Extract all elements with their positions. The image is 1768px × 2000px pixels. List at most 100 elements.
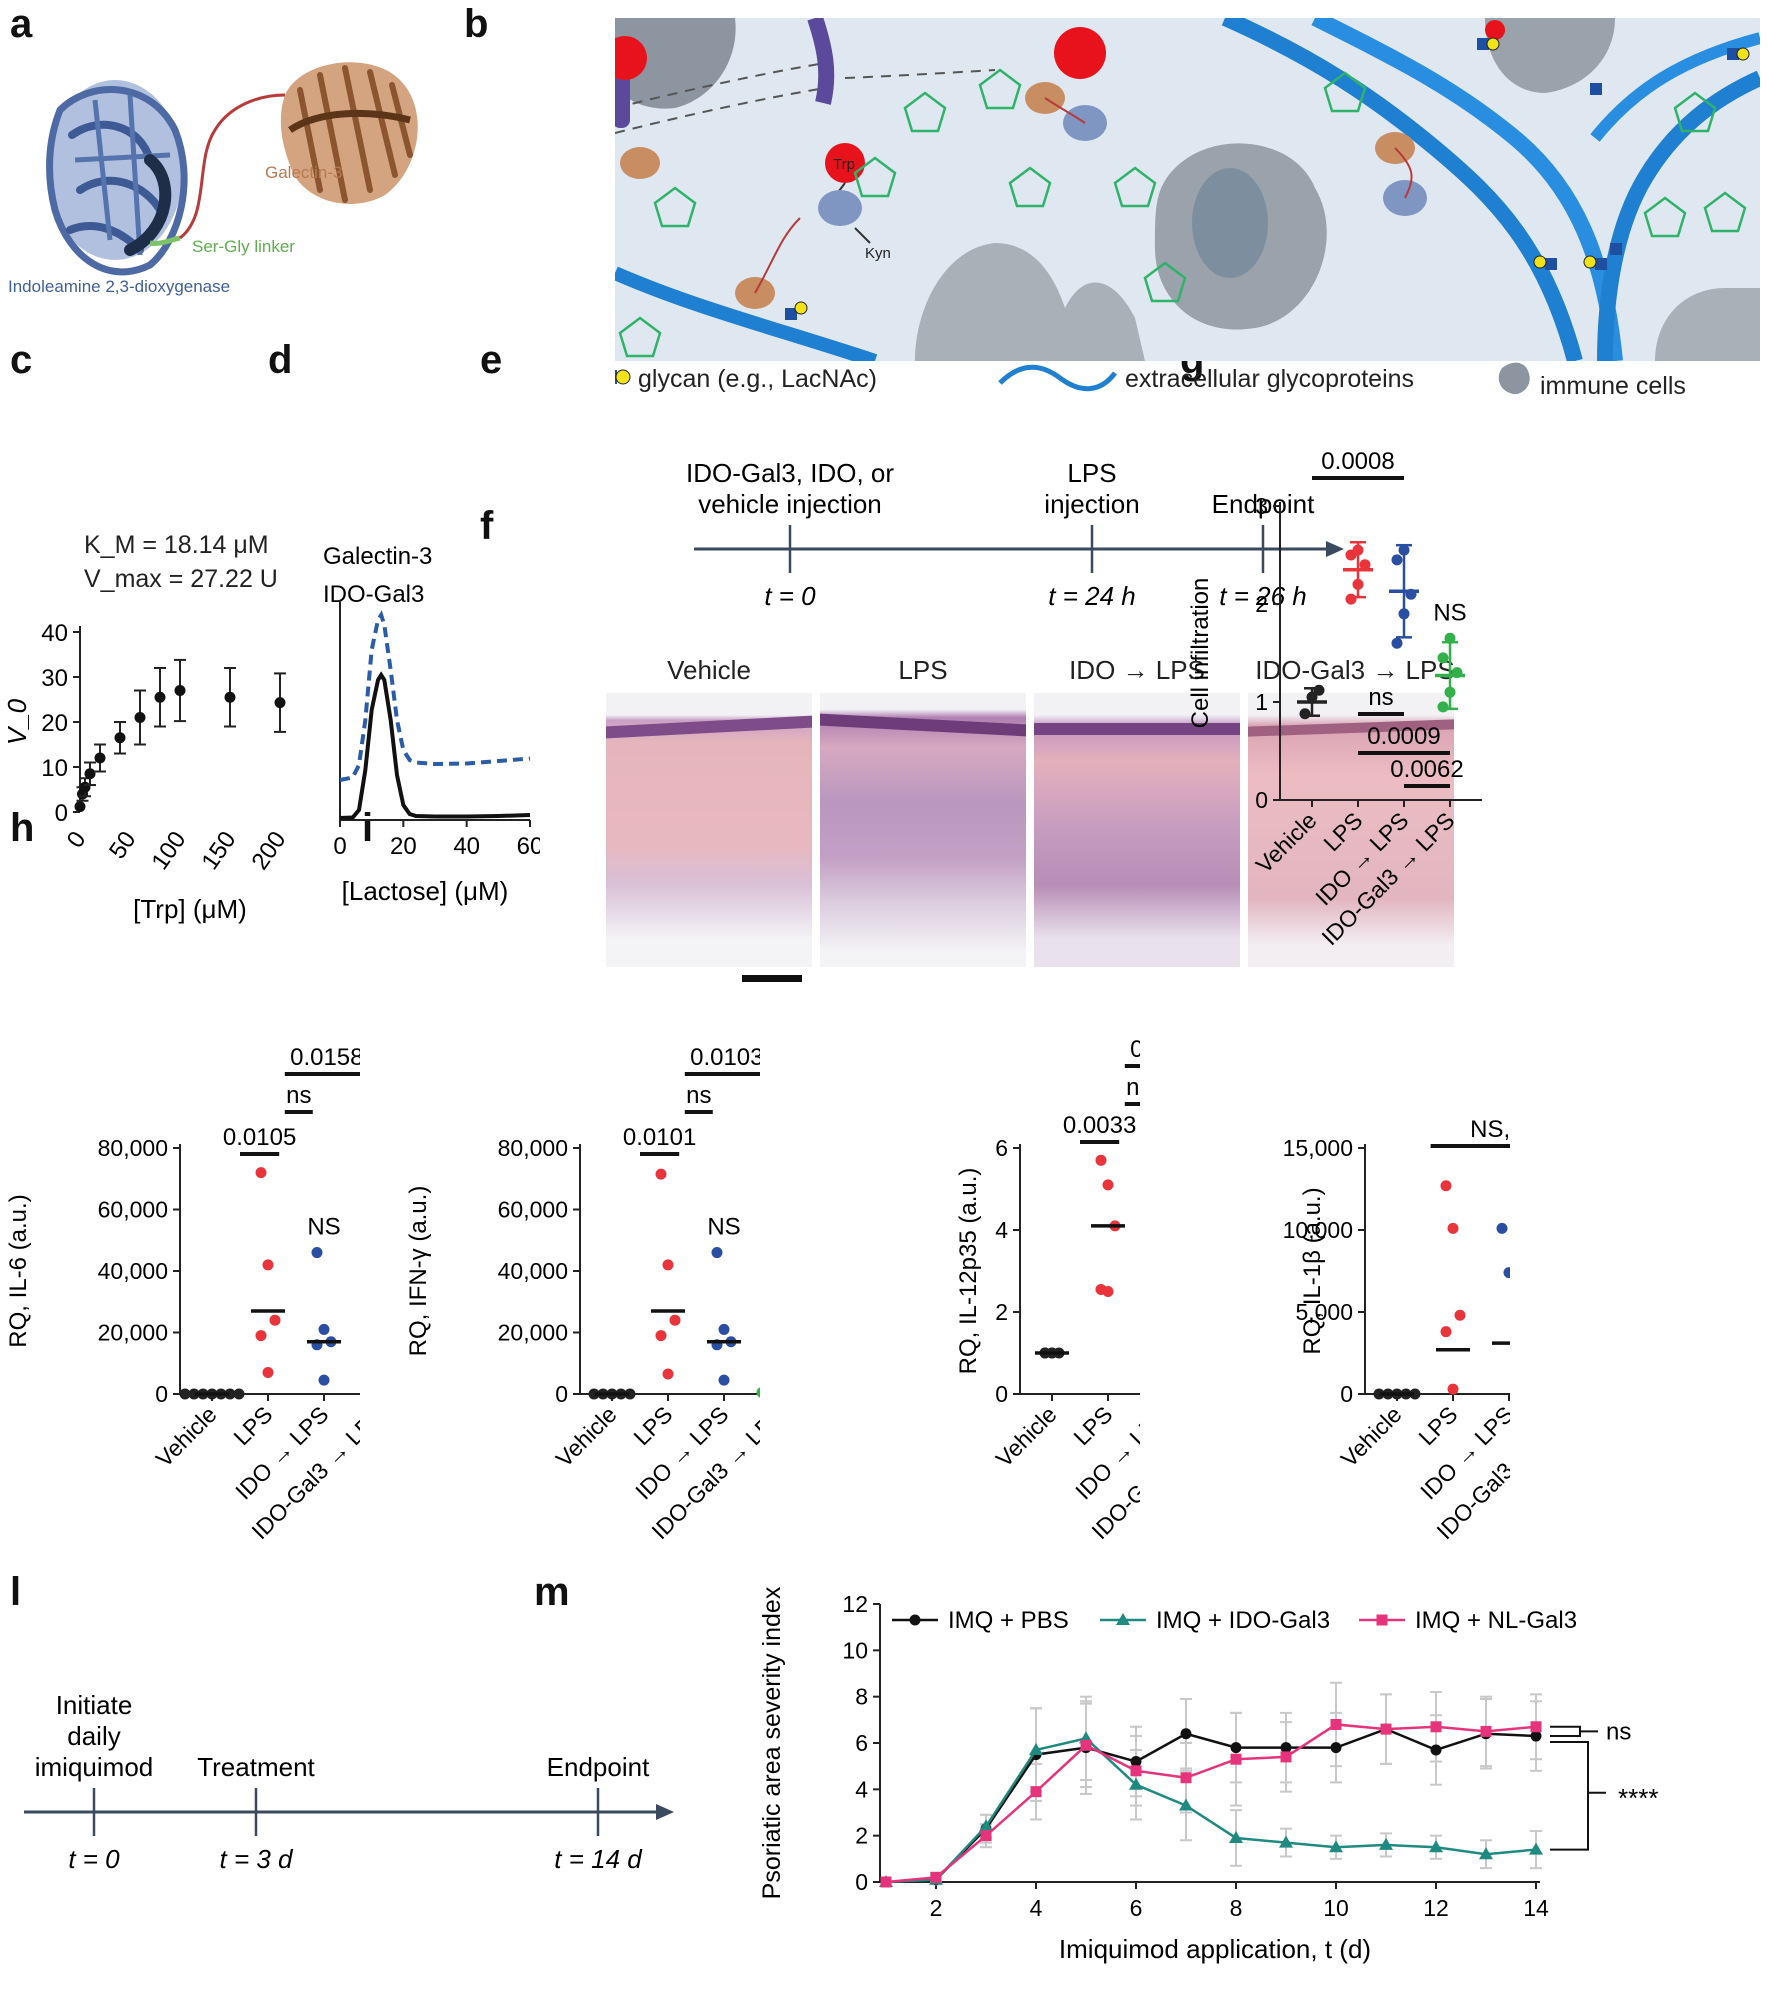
data-point: [662, 1259, 674, 1271]
ser-gly-linker-label: Ser-Gly linker: [192, 237, 295, 256]
comparison-label: 0.0062: [1390, 756, 1463, 783]
x-tick-label: 12: [1423, 1895, 1449, 1921]
panel-letter-a: a: [10, 2, 33, 46]
data-point: [1479, 1847, 1493, 1860]
fiber-legend-icon: [998, 364, 1117, 392]
comparison-label: ns: [1606, 1718, 1631, 1745]
panel-letter-d: d: [268, 338, 293, 382]
timeline-event-label: Initiate: [56, 1690, 133, 1720]
x-tick-label: 2: [930, 1895, 943, 1921]
legend-marker: [909, 1614, 921, 1626]
data-point: [588, 1388, 600, 1400]
data-point: [224, 1388, 236, 1400]
y-tick-label: 40,000: [98, 1258, 168, 1284]
data-point: [1437, 701, 1449, 713]
y-tick-label: 0: [855, 1869, 868, 1895]
comparison-label: ns: [686, 1082, 711, 1109]
timeline-event-label: Endpoint: [1212, 489, 1315, 519]
timeline-time-label: t = 0: [68, 1844, 120, 1874]
data-point: [1179, 1798, 1193, 1811]
x-tick-label: Vehicle: [1336, 1401, 1407, 1472]
comparison-label: ns: [1126, 1074, 1140, 1101]
galectin3-label: Galectin-3: [265, 163, 342, 182]
lactose-pentagon: [1113, 166, 1157, 208]
immune-cell-legend-icon: [1498, 362, 1530, 395]
comparison-label: NS, ns: [1470, 1116, 1510, 1143]
data-point: [1130, 1765, 1142, 1777]
data-point: [624, 1388, 636, 1400]
y-tick-label: 12: [842, 1591, 868, 1617]
x-tick-label: 100: [146, 827, 191, 875]
timeline-event-label: imiquimod: [35, 1752, 154, 1782]
significance-label: NS: [1433, 599, 1466, 626]
y-tick-label: 4: [855, 1776, 868, 1802]
x-tick-label: Vehicle: [151, 1401, 222, 1472]
data-point: [1447, 1222, 1459, 1234]
series-line: [339, 671, 531, 820]
glycoprotein-fiber: [615, 266, 878, 361]
x-tick-label: LPS: [1413, 1401, 1462, 1450]
panel-f-histology: Vehicle LPS IDO → LPS IDO-Gal3 → LPS: [606, 655, 1456, 995]
y-tick-label: 8: [855, 1684, 868, 1710]
y-tick-label: 10: [842, 1637, 868, 1663]
data-point: [1440, 1180, 1452, 1192]
y-tick-label: 0: [155, 1381, 168, 1407]
chart-h-il6: 0 20,000 40,000 60,000 80,000 RQ, IL-6 (a.u.)…: [5, 1044, 360, 1544]
data-point: [669, 1314, 681, 1326]
y-tick-label: 6: [855, 1730, 868, 1756]
chart-k-il1b: 0 5,000 10,000 15,000 RQ, IL-1β (a.u.) Vehicl…: [1283, 1116, 1510, 1544]
data-point: [134, 712, 146, 723]
data-point: [1280, 1751, 1292, 1763]
data-point: [1102, 1179, 1114, 1191]
data-point: [311, 1247, 323, 1259]
y-tick-label: 20: [41, 710, 68, 737]
data-point: [1409, 1388, 1421, 1400]
y-axis-label: RQ, IL-12p35 (a.u.): [955, 1168, 982, 1375]
lactose-pentagon: [853, 156, 897, 198]
trp-molecule: [1054, 27, 1106, 79]
data-point: [880, 1876, 892, 1888]
x-axis-label: [Trp] (μM): [133, 894, 247, 924]
data-point: [74, 801, 86, 813]
y-tick-label: 0: [55, 800, 68, 827]
data-point: [79, 781, 91, 793]
data-point: [1359, 559, 1371, 571]
data-point: [1329, 1840, 1343, 1853]
x-tick-label: LPS: [1068, 1401, 1117, 1450]
comparison-label: ns: [286, 1082, 311, 1109]
data-point: [718, 1374, 730, 1386]
data-point: [84, 768, 96, 780]
chart-i-ifng: 0 20,000 40,000 60,000 80,000 RQ, IFN-γ (a.u.…: [405, 1044, 760, 1544]
timeline-event-label: vehicle injection: [698, 489, 882, 519]
x-tick-label: 40: [453, 833, 480, 860]
timeline-event-label: Treatment: [197, 1752, 315, 1782]
timeline-time-label: t = 26 h: [1219, 581, 1306, 611]
legend-label: IDO-Gal3: [323, 581, 424, 608]
x-tick-label: 6: [1130, 1895, 1143, 1921]
data-point: [1345, 593, 1357, 605]
histology-vehicle: [606, 693, 812, 967]
timeline-arrowhead: [1326, 541, 1344, 557]
panel-letter-h: h: [10, 806, 35, 850]
y-tick-label: 60,000: [498, 1197, 568, 1223]
y-tick-label: 15,000: [1283, 1135, 1353, 1161]
y-tick-label: 5,000: [1295, 1299, 1353, 1325]
data-point: [1530, 1721, 1542, 1733]
lactose-pentagon: [1008, 166, 1052, 208]
x-tick-label: 4: [1030, 1895, 1043, 1921]
series-line: [885, 1723, 1537, 1884]
data-point: [1454, 1309, 1466, 1321]
comparison-label: ****: [1618, 1783, 1658, 1813]
data-point: [718, 1323, 730, 1335]
glycan-legend-icon-dot: [615, 369, 631, 385]
y-tick-label: 4: [995, 1217, 1008, 1243]
ser-gly-linker-line: [149, 235, 181, 246]
histology-ido-lps: [1034, 693, 1240, 967]
data-point: [94, 752, 106, 764]
y-tick-label: 0: [1340, 1381, 1353, 1407]
legend-marker: [1376, 1614, 1388, 1626]
data-point: [1373, 1388, 1385, 1400]
data-point: [1180, 1728, 1192, 1740]
y-tick-label: 1: [1255, 689, 1268, 715]
panel-a-structure: Galectin-3 Ser-Gly linker Indoleamine 2,…: [8, 62, 418, 296]
